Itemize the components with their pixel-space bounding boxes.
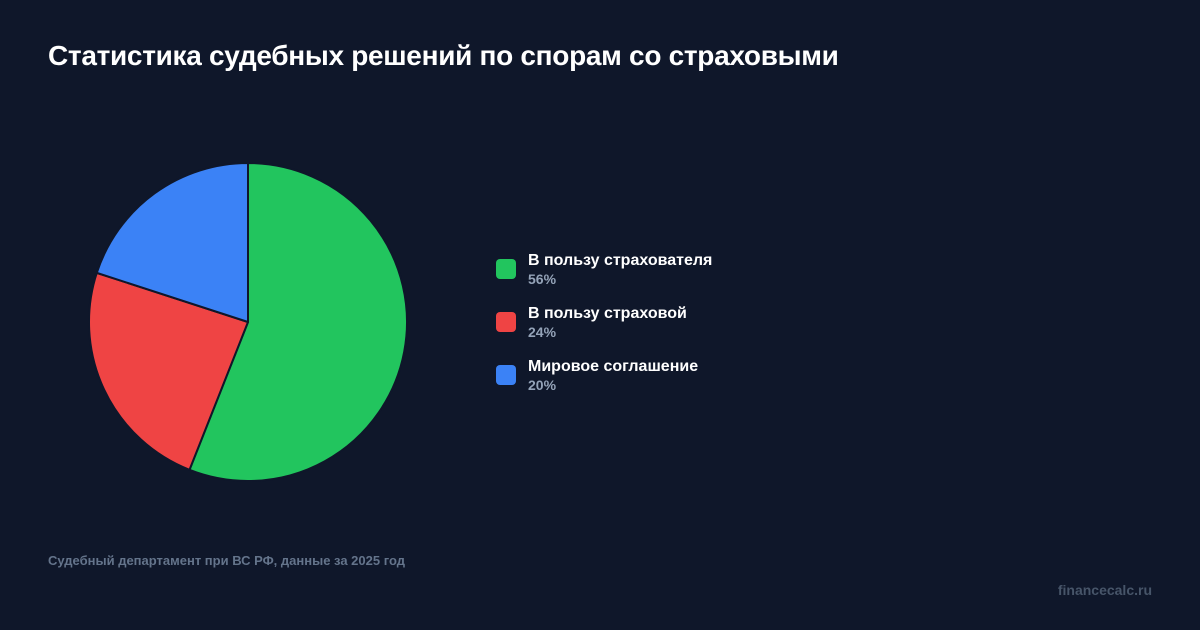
pie-chart: [80, 154, 416, 490]
legend-swatch-blue: [496, 365, 516, 385]
legend-label: В пользу страхователя: [528, 252, 713, 269]
legend-value: 56%: [528, 271, 557, 287]
legend-value: 24%: [528, 324, 557, 340]
legend-item-settlement: Мировое соглашение 20%: [496, 358, 712, 411]
brand-watermark: financecalc.ru: [1057, 582, 1152, 598]
pie-slice: [188, 162, 408, 482]
legend-item-insured: В пользу страхователя 56%: [496, 252, 712, 305]
pie-slice: [88, 271, 249, 471]
legend-value: 20%: [528, 377, 557, 393]
chart-legend: В пользу страхователя 56% В пользу страх…: [496, 252, 712, 411]
legend-label: Мировое соглашение: [528, 358, 699, 375]
legend-swatch-red: [496, 312, 516, 332]
source-note: Судебный департамент при ВС РФ, данные з…: [48, 553, 405, 568]
pie-chart-svg: [88, 162, 408, 482]
legend-item-insurer: В пользу страховой 24%: [496, 305, 712, 358]
legend-swatch-green: [496, 259, 516, 279]
pie-slice: [95, 162, 249, 323]
legend-label: В пользу страховой: [528, 305, 687, 322]
chart-title: Статистика судебных решений по спорам со…: [48, 40, 839, 71]
